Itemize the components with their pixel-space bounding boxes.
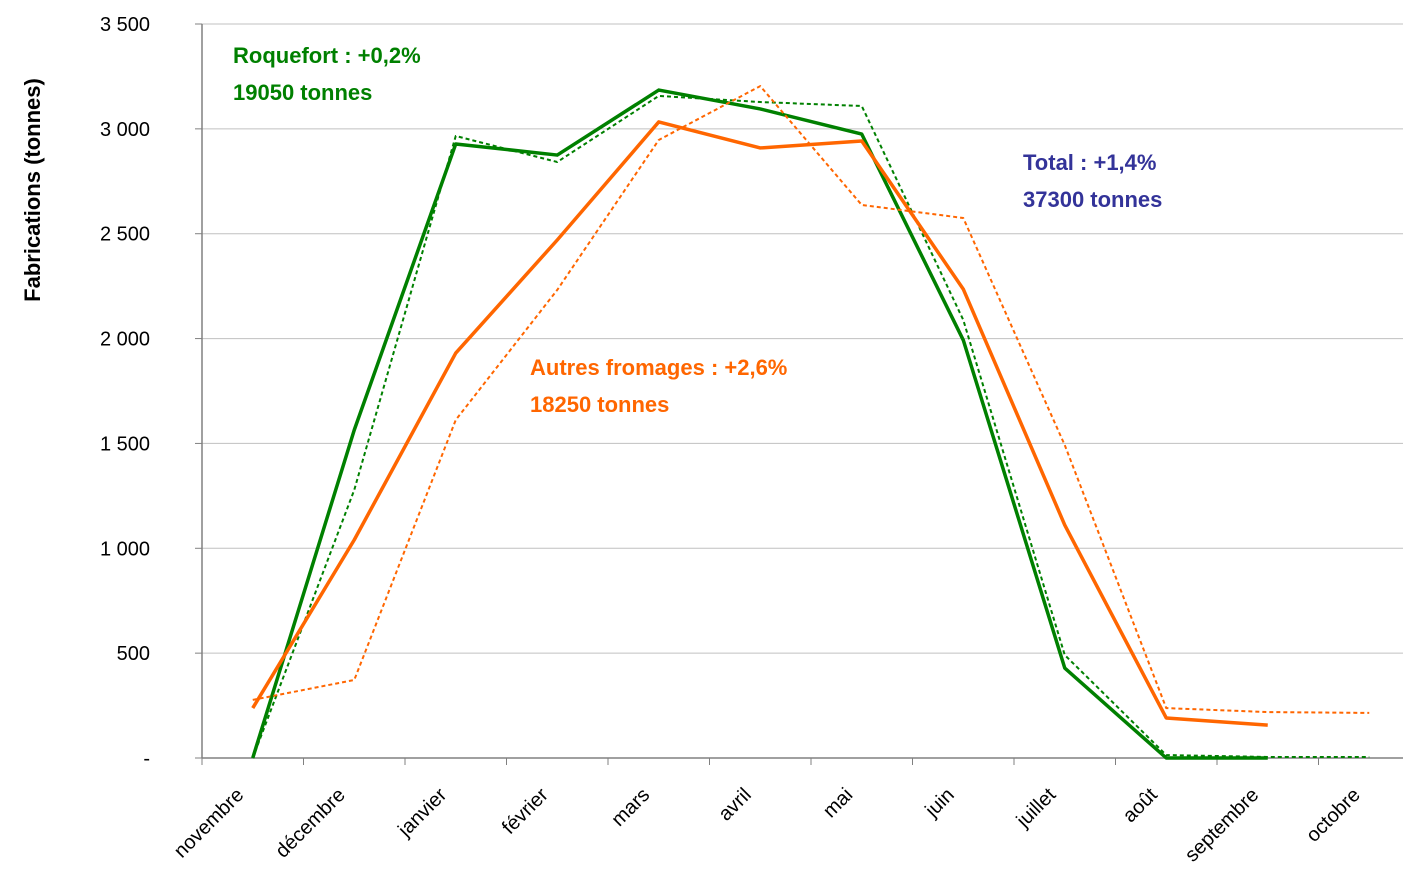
line-series: [251, 88, 1268, 760]
annotation: Autres fromages : +2,6%: [530, 355, 787, 380]
y-tick-label: -: [143, 748, 150, 770]
x-tick-label: janvier: [393, 784, 451, 842]
y-tick-label: 2 500: [100, 224, 150, 246]
x-tick-label: février: [498, 784, 553, 839]
y-tick-label: 1 000: [100, 538, 150, 560]
annotation: 18250 tonnes: [530, 392, 669, 417]
y-tick-label: 500: [117, 643, 150, 665]
y-tick-label: 3 500: [100, 14, 150, 36]
y-tick-label: 1 500: [100, 433, 150, 455]
x-tick-label: avril: [714, 784, 755, 825]
x-tick-label: mars: [607, 784, 654, 831]
line-series: [251, 120, 1268, 727]
x-tick-label: mai: [819, 784, 857, 822]
x-tick-label: octobre: [1302, 784, 1365, 847]
y-tick-label: 3 000: [100, 119, 150, 141]
y-tick-label: 2 000: [100, 329, 150, 351]
x-tick-label: décembre: [271, 784, 349, 862]
line-series: [251, 94, 1370, 759]
annotation: Total : +1,4%: [1023, 150, 1156, 175]
annotation: 19050 tonnes: [233, 80, 372, 105]
x-tick-label: août: [1119, 784, 1162, 827]
x-tick-label: septembre: [1181, 784, 1263, 866]
x-tick-label: juin: [921, 784, 959, 822]
x-tick-label: juillet: [1012, 784, 1061, 833]
annotation: 37300 tonnes: [1023, 187, 1162, 212]
y-axis-label: Fabrications (tonnes): [20, 78, 45, 302]
line-series: [252, 85, 1370, 714]
x-tick-label: novembre: [170, 784, 248, 862]
annotation: Roquefort : +0,2%: [233, 43, 421, 68]
